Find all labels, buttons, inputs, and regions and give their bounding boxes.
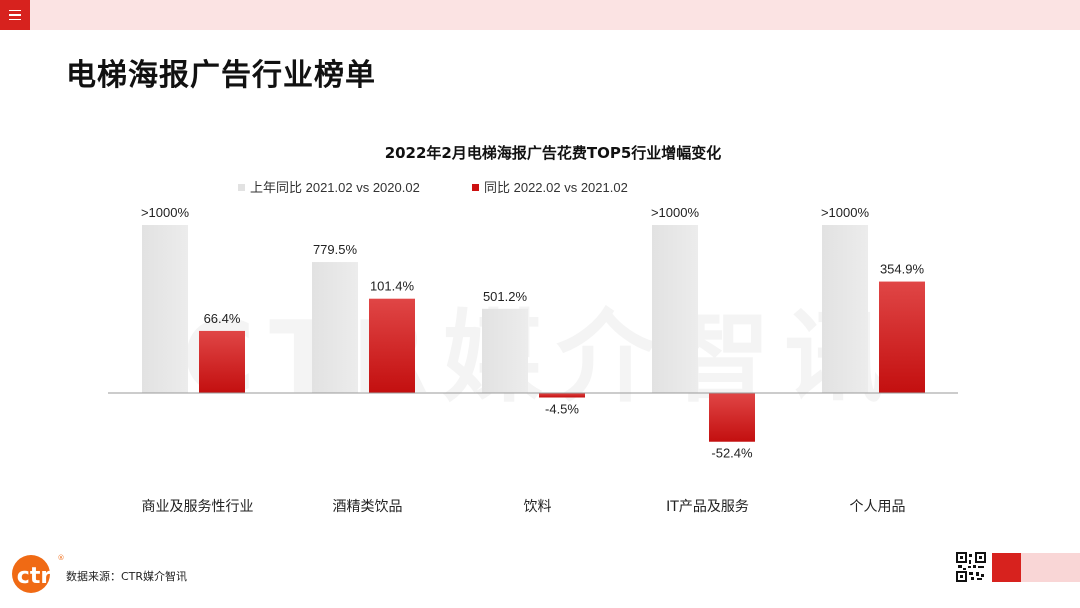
label-series2-3: -4.5% (545, 402, 579, 417)
legend: 上年同比 2021.02 vs 2020.02 同比 2022.02 vs 202… (238, 180, 628, 195)
legend-swatch-2 (472, 184, 479, 191)
category-label-3: 饮料 (524, 499, 552, 515)
qr-code-icon (956, 552, 986, 582)
legend-label-2: 同比 2022.02 vs 2021.02 (484, 180, 628, 195)
bar-series2-5 (879, 281, 925, 393)
watermark: CTR媒介智讯 (182, 299, 899, 416)
pink-bar-decoration (1021, 553, 1080, 582)
legend-swatch-1 (238, 184, 245, 191)
red-square-decoration (992, 553, 1021, 582)
bar-series2-2 (369, 298, 415, 393)
bar-series1-2 (312, 262, 358, 393)
logo-registered-mark: ® (58, 554, 65, 562)
top-band (0, 0, 1080, 30)
bar-series1-4 (652, 225, 698, 393)
category-label-5: 个人用品 (850, 499, 906, 515)
label-series1-5: >1000% (821, 205, 870, 220)
chart-title: 2022年2月电梯海报广告花费TOP5行业增幅变化 (385, 144, 722, 162)
label-series1-4: >1000% (651, 205, 700, 220)
category-label-1: 商业及服务性行业 (142, 499, 254, 515)
bar-series1-1 (142, 225, 188, 393)
legend-label-1: 上年同比 2021.02 vs 2020.02 (250, 180, 420, 195)
label-series2-5: 354.9% (880, 262, 925, 277)
bar-series2-3 (539, 393, 585, 398)
label-series1-2: 779.5% (313, 242, 358, 257)
label-series2-4: -52.4% (711, 446, 753, 461)
category-label-2: 酒精类饮品 (333, 499, 403, 515)
bar-series2-4 (709, 393, 755, 442)
menu-icon[interactable] (0, 0, 30, 30)
bars (142, 225, 925, 442)
label-series2-2: 101.4% (370, 279, 415, 294)
category-label-4: IT产品及服务 (666, 499, 749, 515)
footer-source: 数据来源：CTR媒介智讯 (66, 570, 188, 583)
page-title: 电梯海报广告行业榜单 (66, 58, 376, 93)
bar-series2-1 (199, 330, 245, 393)
bar-series1-3 (482, 308, 528, 393)
label-series2-1: 66.4% (204, 311, 241, 326)
bar-series1-5 (822, 225, 868, 393)
label-series1-1: >1000% (141, 205, 190, 220)
data-labels: >1000% 66.4% 779.5% 101.4% 501.2% -4.5% >1000%… (141, 205, 925, 461)
ctr-logo: ctr ® (12, 554, 65, 593)
logo-text: ctr (17, 564, 52, 589)
category-labels: 商业及服务性行业 酒精类饮品 饮料 IT产品及服务 个人用品 (142, 499, 906, 515)
label-series1-3: 501.2% (483, 289, 528, 304)
